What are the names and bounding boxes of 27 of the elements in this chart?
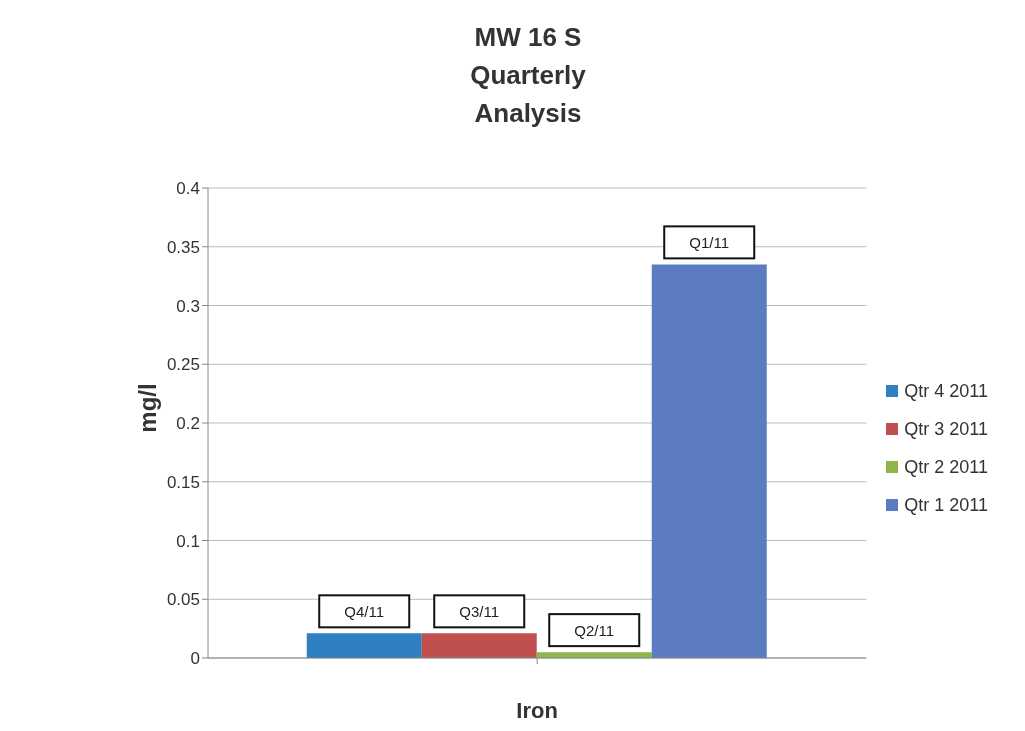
y-tick-label: 0.2 <box>176 414 200 434</box>
y-tick-label: 0.15 <box>166 472 200 492</box>
data-label: Q4/11 <box>344 602 385 620</box>
y-tick-label: 0.25 <box>166 355 200 375</box>
bar <box>421 633 537 658</box>
y-tick-label: 0 <box>190 649 200 669</box>
legend-label: Qtr 4 2011 <box>904 380 988 402</box>
label-callout: Q2/11 <box>548 613 641 648</box>
y-tick-label: 0.05 <box>166 590 200 610</box>
chart-title: MW 16 S Quarterly Analysis <box>469 21 587 130</box>
label-callout: Q3/11 <box>433 594 526 629</box>
data-label: Q3/11 <box>459 602 500 620</box>
y-tick-label: 0.35 <box>166 237 200 257</box>
y-tick-label: 0.1 <box>176 531 200 551</box>
y-axis-title: mg/l <box>134 383 162 433</box>
bar <box>306 633 422 658</box>
label-callout: Q1/11 <box>663 225 756 260</box>
y-tick-label: 0.3 <box>176 296 200 316</box>
legend-label: Qtr 2 2011 <box>904 456 988 478</box>
data-label: Q2/11 <box>574 621 615 639</box>
x-axis-title: Iron <box>516 698 558 723</box>
bar <box>651 264 767 658</box>
label-callout: Q4/11 <box>318 594 411 629</box>
legend-label: Qtr 1 2011 <box>904 494 988 516</box>
data-label: Q1/11 <box>689 233 730 251</box>
y-tick-label: 0.4 <box>176 179 200 199</box>
legend-label: Qtr 3 2011 <box>904 418 988 440</box>
